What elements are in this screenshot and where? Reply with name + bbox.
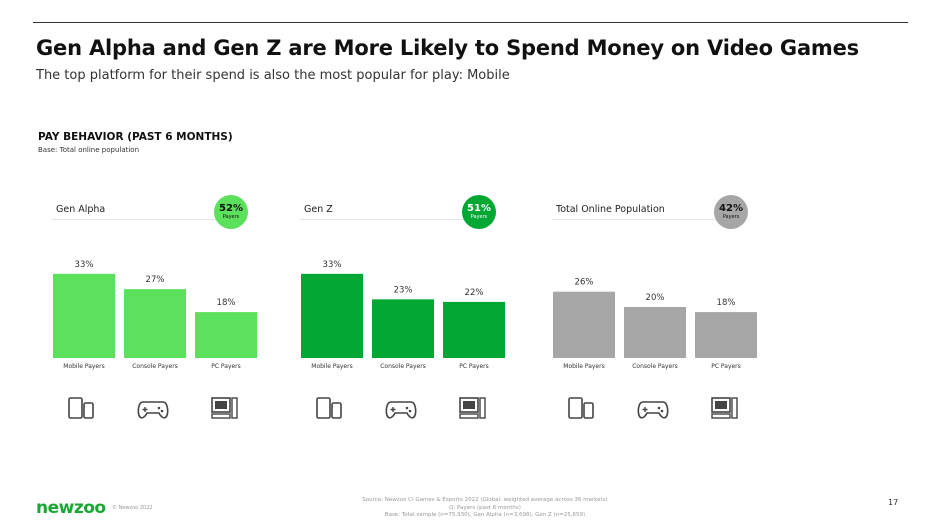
gamepad-icon [137, 401, 169, 419]
mobile-icon [568, 397, 594, 419]
pc-icon [711, 397, 738, 419]
chart-gen-z: Gen Z 51% Payers 33% Mobile Payers 23% Console… [300, 195, 505, 435]
section-title: PAY BEHAVIOR (PAST 6 MONTHS) [38, 131, 233, 143]
category-label: Console Payers [380, 363, 426, 370]
data-label: 18% [217, 298, 236, 308]
bar-chart: 26% Mobile Payers 20% Console Payers 18% PC P… [553, 278, 757, 419]
chart-gen-alpha: Gen Alpha 52% Payers 33% Mobile Payers 27% Con… [52, 195, 257, 435]
data-label: 23% [394, 285, 413, 295]
bar [695, 312, 757, 358]
data-label: 22% [465, 288, 484, 298]
badge-value: 52% [219, 203, 243, 214]
source-note: Source: Newzoo CI Games & Esports 2022 (… [300, 497, 670, 520]
copyright: © Newzoo 2022 [112, 505, 153, 511]
payers-badge: 42% Payers [714, 195, 748, 229]
category-label: PC Payers [459, 363, 489, 370]
data-label: 27% [146, 275, 165, 285]
data-label: 26% [575, 278, 594, 288]
gamepad-icon [385, 401, 417, 419]
chart-title: Total Online Population [556, 204, 665, 215]
gamepad-icon [637, 401, 669, 419]
title-divider [552, 219, 732, 220]
chart-title: Gen Alpha [56, 204, 106, 215]
payers-badge: 52% Payers [214, 195, 248, 229]
bar-chart: 33% Mobile Payers 23% Console Payers 22% PC P… [301, 260, 505, 419]
page-number: 17 [888, 498, 899, 507]
page-subtitle: The top platform for their spend is also… [36, 68, 510, 83]
bar [553, 291, 615, 358]
chart-title: Gen Z [304, 204, 333, 215]
bar [124, 289, 186, 358]
bar-chart: 33% Mobile Payers 27% Console Payers 18% PC P… [53, 260, 257, 419]
source-line: Base: Total sample (n=75,930), Gen Alpha… [384, 512, 586, 518]
category-label: Console Payers [632, 363, 678, 370]
bar [443, 301, 505, 358]
newzoo-logo: newzoo [36, 498, 106, 518]
data-label: 33% [323, 260, 342, 270]
category-label: Mobile Payers [311, 363, 352, 370]
mobile-icon [68, 397, 94, 419]
category-label: Console Payers [132, 363, 178, 370]
bar [195, 312, 257, 358]
title-divider [300, 219, 480, 220]
category-label: Mobile Payers [63, 363, 104, 370]
data-label: 20% [646, 293, 665, 303]
category-label: Mobile Payers [563, 363, 604, 370]
data-label: 18% [717, 298, 736, 308]
category-label: PC Payers [211, 363, 241, 370]
data-label: 33% [75, 260, 94, 270]
bar [301, 273, 363, 358]
pc-icon [459, 397, 486, 419]
bar [53, 273, 115, 358]
badge-value: 51% [467, 203, 491, 214]
page-title: Gen Alpha and Gen Z are More Likely to S… [36, 36, 859, 60]
source-line: Q: Payers (past 6 months) [449, 504, 521, 511]
bar [624, 307, 686, 358]
top-divider [33, 22, 908, 23]
badge-label: Payers [470, 214, 488, 220]
badge-label: Payers [222, 214, 240, 220]
chart-total-online-population: Total Online Population 42% Payers 26% Mobil… [552, 195, 757, 435]
section-base: Base: Total online population [38, 146, 140, 154]
title-divider [52, 219, 232, 220]
source-line: Source: Newzoo CI Games & Esports 2022 (… [362, 497, 608, 503]
badge-value: 42% [719, 203, 743, 214]
payers-badge: 51% Payers [462, 195, 496, 229]
bar [372, 299, 434, 358]
mobile-icon [316, 397, 342, 419]
badge-label: Payers [722, 214, 740, 220]
category-label: PC Payers [711, 363, 741, 370]
pc-icon [211, 397, 238, 419]
